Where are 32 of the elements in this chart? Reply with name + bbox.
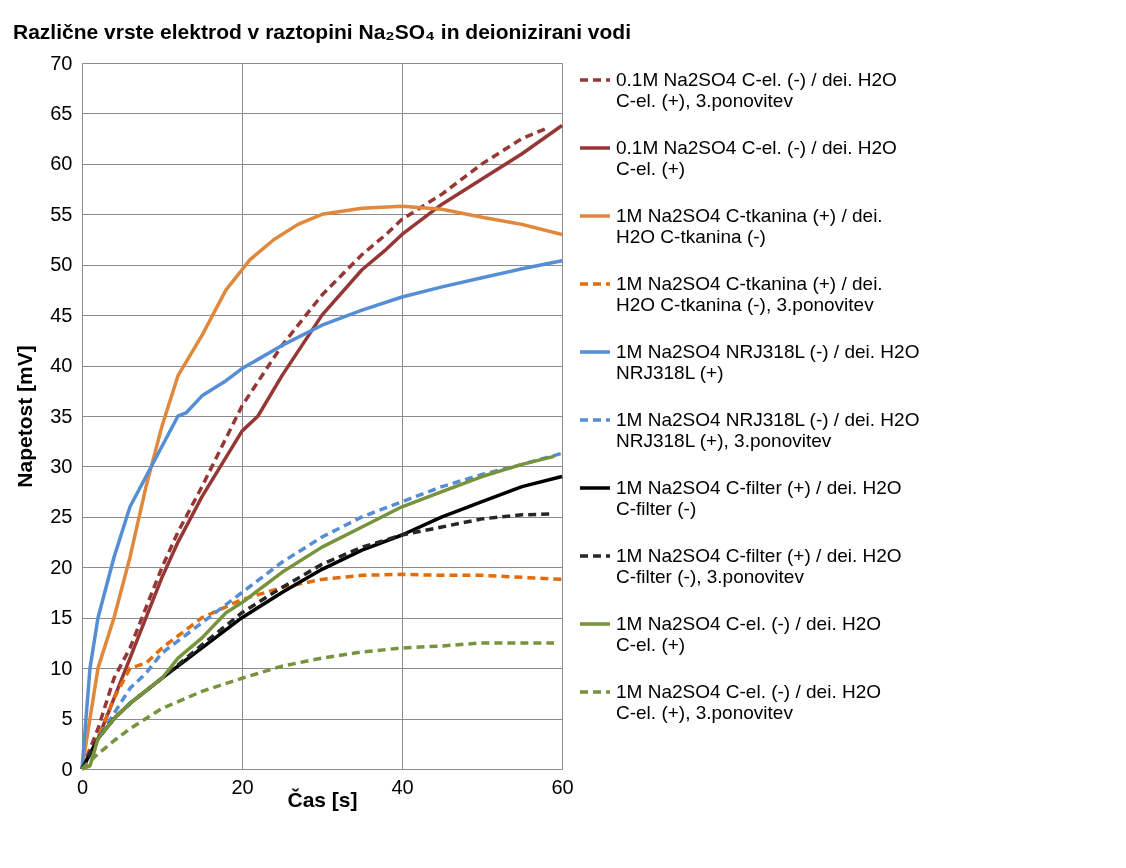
legend-label: 0.1M Na2SO4 C-el. (-) / dei. H2O C-el. (+) — [616, 137, 897, 179]
y-tick-label: 30 — [50, 454, 73, 477]
legend-label: 1M Na2SO4 C-tkanina (+) / dei. H2O C-tkanina (-), 3.ponovitev — [616, 273, 883, 315]
legend-label: 1M Na2SO4 C-el. (-) / dei. H2O C-el. (+), 3.ponovitev — [616, 681, 882, 723]
y-tick-label: 35 — [50, 404, 73, 427]
y-tick-label: 10 — [50, 656, 73, 679]
legend-label: 1M Na2SO4 C-filter (+) / dei. H2O C-filter (-) — [616, 477, 902, 519]
x-tick-label: 40 — [391, 775, 414, 798]
y-tick-label: 0 — [61, 757, 73, 780]
legend-label: 1M Na2SO4 NRJ318L (-) / dei. H2O NRJ318L (+), 3.ponovitev — [616, 409, 920, 451]
chart-title: Različne vrste elektrod v raztopini Na₂SO₄ in deionizirani vodi — [13, 20, 631, 43]
x-tick-label: 0 — [76, 775, 89, 798]
legend-label: 1M Na2SO4 C-filter (+) / dei. H2O C-filter (-), 3.ponovitev — [616, 545, 902, 587]
legend-label: 0.1M Na2SO4 C-el. (-) / dei. H2O C-el. (+), 3.ponovitev — [616, 69, 897, 111]
x-axis-title: Čas [s] — [287, 787, 358, 811]
y-tick-label: 65 — [50, 101, 73, 124]
y-tick-label: 20 — [50, 555, 73, 578]
x-tick-label: 20 — [231, 775, 254, 798]
legend-label: 1M Na2SO4 C-tkanina (+) / dei. H2O C-tkanina (-) — [616, 205, 883, 247]
y-axis-title: Napetost [mV] — [13, 345, 37, 488]
y-tick-label: 45 — [50, 303, 73, 326]
legend-label: 1M Na2SO4 NRJ318L (-) / dei. H2O NRJ318L (+) — [616, 341, 920, 383]
y-tick-label: 60 — [50, 152, 73, 175]
y-tick-label: 5 — [61, 707, 73, 730]
y-tick-label: 40 — [50, 354, 73, 377]
y-tick-label: 15 — [50, 606, 73, 629]
y-tick-label: 70 — [50, 51, 73, 74]
x-tick-label: 60 — [551, 775, 574, 798]
legend-label: 1M Na2SO4 C-el. (-) / dei. H2O C-el. (+) — [616, 613, 882, 655]
y-tick-label: 55 — [50, 202, 73, 225]
y-tick-label: 25 — [50, 505, 73, 528]
y-tick-label: 50 — [50, 253, 73, 276]
